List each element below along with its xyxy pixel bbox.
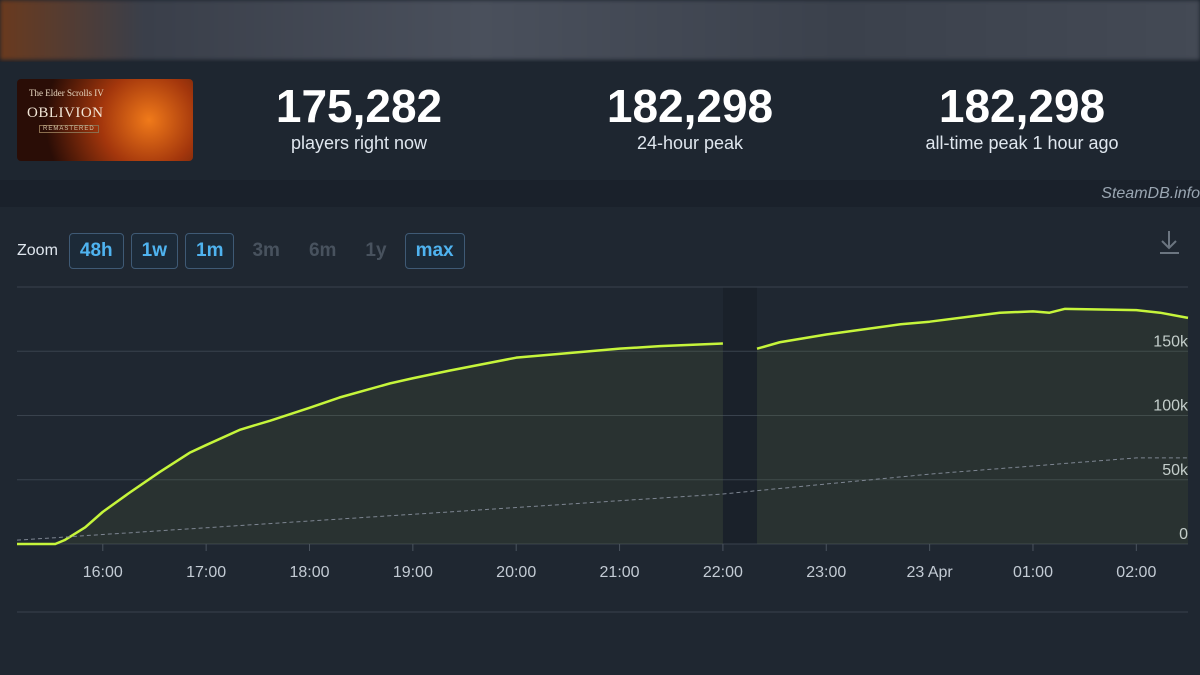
y-tick-label: 0 <box>1179 526 1188 543</box>
x-tick-label: 23 Apr <box>906 564 953 581</box>
stat-label: 24-hour peak <box>636 133 744 153</box>
download-icon[interactable] <box>1160 231 1179 254</box>
stat: 175,282 players right now <box>194 80 524 154</box>
zoom-button[interactable]: 1m <box>185 233 235 269</box>
zoom-button: 1y <box>365 240 387 261</box>
zoom-button[interactable]: 1w <box>130 233 179 269</box>
zoom-button: 3m <box>252 240 280 261</box>
stat: 182,298 all-time peak 1 hour ago <box>857 80 1187 154</box>
zoom-label: Zoom <box>17 242 58 259</box>
x-tick-label: 02:00 <box>1116 564 1156 581</box>
zoom-button[interactable]: 48h <box>68 233 124 269</box>
stat-label: all-time peak 1 hour ago <box>925 133 1119 153</box>
x-tick-label: 16:00 <box>83 564 123 581</box>
x-tick-label: 20:00 <box>496 564 536 581</box>
art-subtitle: The Elder Scrolls IV <box>29 88 104 98</box>
y-tick-label: 150k <box>1153 333 1189 350</box>
zoom-button[interactable]: max <box>404 233 465 269</box>
y-tick-label: 50k <box>1162 462 1189 479</box>
x-tick-label: 21:00 <box>600 564 640 581</box>
series-line <box>16 457 1188 541</box>
art-edition: REMASTERED <box>39 125 99 133</box>
x-tick-label: 01:00 <box>1013 564 1053 581</box>
x-tick-label: 23:00 <box>806 564 846 581</box>
chart-panel: Zoom 48h 1w 1m 3m 6m 1y max <box>0 207 1200 675</box>
series-line <box>17 307 1189 546</box>
stat: 182,298 24-hour peak <box>525 80 855 154</box>
game-art[interactable]: The Elder Scrolls IV OBLIVION REMASTERED <box>17 79 193 161</box>
stat-value: 182,298 <box>938 80 1106 132</box>
download-arrow <box>1160 231 1179 254</box>
x-tick-label: 17:00 <box>186 564 226 581</box>
stat-label: players right now <box>290 133 428 153</box>
header: The Elder Scrolls IV OBLIVION REMASTERED… <box>0 62 1200 180</box>
stat-value: 175,282 <box>275 80 443 132</box>
banner-background <box>0 0 1200 60</box>
x-tick-label: 22:00 <box>703 564 743 581</box>
watermark[interactable]: SteamDB.info <box>1101 185 1200 202</box>
zoom-bar: Zoom 48h 1w 1m 3m 6m 1y max <box>17 233 465 269</box>
x-tick-label: 19:00 <box>393 564 433 581</box>
y-tick-label: 100k <box>1153 398 1189 415</box>
series-area <box>17 308 1188 544</box>
zoom-button: 6m <box>308 240 337 261</box>
stat-value: 182,298 <box>606 80 774 132</box>
x-tick-label: 18:00 <box>289 564 329 581</box>
art-title: OBLIVION <box>27 105 104 121</box>
